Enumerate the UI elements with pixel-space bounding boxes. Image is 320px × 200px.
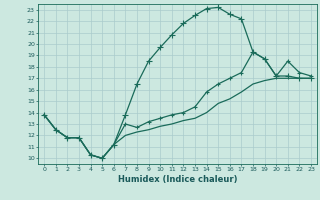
X-axis label: Humidex (Indice chaleur): Humidex (Indice chaleur) — [118, 175, 237, 184]
